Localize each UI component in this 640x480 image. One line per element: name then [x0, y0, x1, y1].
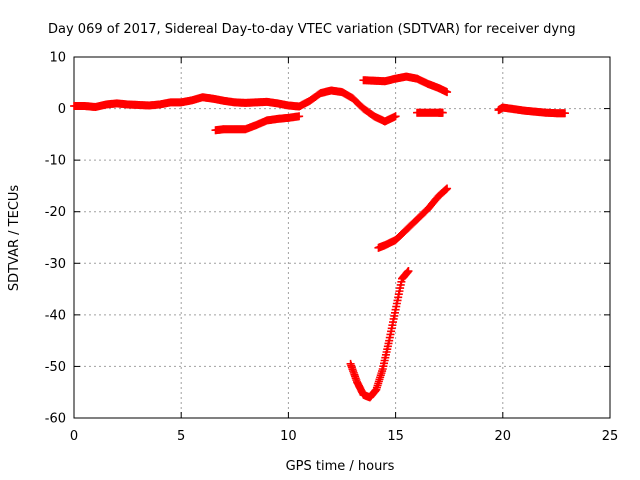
series-1: [70, 86, 400, 126]
x-tick-label: 10: [280, 429, 297, 444]
x-axis-label: GPS time / hours: [286, 459, 395, 474]
series-2: [211, 112, 304, 135]
axis-ticks: 0 5 10 15 20 25 -60 -50 -40 -30 -20 -10 0 10: [45, 51, 619, 445]
x-tick-label: 0: [70, 429, 78, 444]
x-tick-label: 20: [495, 429, 512, 444]
series-5: [494, 103, 569, 118]
x-tick-label: 5: [177, 429, 185, 444]
data-point: [295, 112, 304, 121]
data-points: [70, 72, 569, 402]
data-point: [443, 184, 452, 193]
y-tick-label: -20: [45, 205, 66, 220]
series-6: [374, 184, 452, 252]
y-tick-label: 0: [58, 102, 66, 117]
data-point: [391, 112, 400, 121]
y-axis-label: SDTVAR / TECUs: [7, 185, 22, 292]
series-7: [346, 267, 413, 402]
y-tick-label: -10: [45, 154, 66, 169]
data-point: [443, 88, 452, 97]
data-point: [404, 267, 413, 276]
y-tick-label: 10: [49, 51, 66, 66]
x-tick-label: 25: [602, 429, 619, 444]
data-point: [438, 108, 447, 117]
y-tick-label: -30: [45, 257, 66, 272]
plot-frame: [73, 56, 611, 419]
y-tick-label: -40: [45, 308, 66, 323]
series-3: [359, 72, 452, 97]
y-tick-label: -50: [45, 360, 66, 375]
x-tick-label: 15: [387, 429, 404, 444]
data-point: [560, 109, 569, 118]
y-tick-label: -60: [45, 412, 66, 427]
series-4: [413, 108, 447, 117]
chart-title: Day 069 of 2017, Sidereal Day-to-day VTE…: [48, 22, 576, 37]
